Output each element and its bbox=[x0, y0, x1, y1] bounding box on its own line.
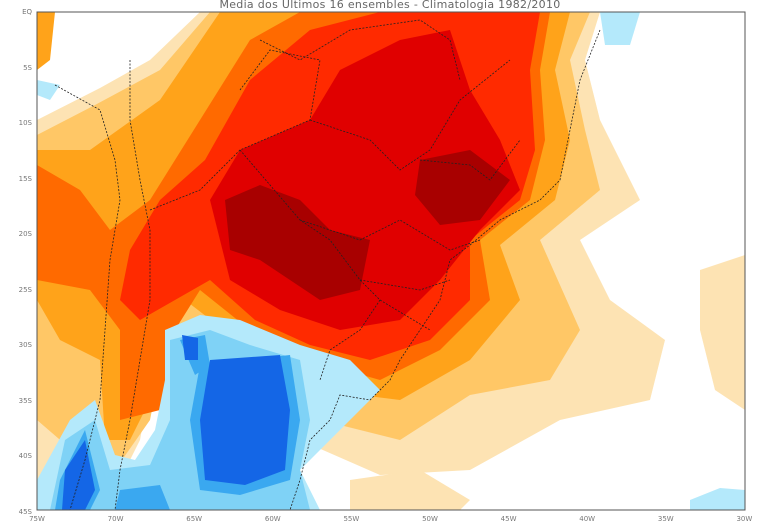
map-frame bbox=[36, 11, 746, 511]
lon-label: 75W bbox=[29, 515, 45, 523]
cold-patch-nw bbox=[37, 80, 60, 100]
coastline-pacific bbox=[54, 84, 121, 510]
lon-label: 50W bbox=[422, 515, 438, 523]
lat-label: 5S bbox=[23, 63, 32, 72]
lon-label: 55W bbox=[343, 515, 360, 523]
lon-label: 65W bbox=[186, 515, 203, 523]
cold-patch-ne bbox=[600, 12, 640, 45]
lat-label: EQ bbox=[22, 8, 32, 16]
border-states bbox=[299, 139, 521, 331]
lon-label: 40W bbox=[579, 515, 596, 523]
warm-contour-7 bbox=[225, 185, 370, 300]
lat-label: 45S bbox=[18, 507, 32, 516]
lon-label: 60W bbox=[264, 515, 281, 523]
lon-label: 45W bbox=[500, 515, 517, 523]
warm-contour-7b bbox=[415, 150, 510, 225]
cold-contour-4 bbox=[62, 335, 290, 510]
lat-label: 20S bbox=[18, 230, 32, 238]
lon-label: 70W bbox=[107, 515, 124, 523]
cold-patch-se bbox=[690, 488, 745, 510]
lat-label: 40S bbox=[18, 452, 32, 460]
country-borders bbox=[54, 19, 601, 510]
warm-contour-left bbox=[37, 12, 55, 70]
border-paraguay bbox=[239, 149, 381, 381]
lat-label: 35S bbox=[18, 396, 32, 405]
border-north bbox=[259, 19, 461, 81]
map-title: Media dos Ultimos 16 ensembles - Climato… bbox=[219, 0, 561, 11]
lat-label: 25S bbox=[18, 285, 32, 294]
border-andes bbox=[114, 60, 151, 510]
coastline-atlantic bbox=[289, 29, 601, 510]
lat-label: 30S bbox=[18, 341, 32, 349]
warm-contour-1c bbox=[350, 470, 470, 510]
warm-contour-1b bbox=[700, 255, 745, 410]
lat-label: 10S bbox=[18, 119, 32, 127]
border-brazil-inner bbox=[309, 59, 511, 171]
lon-label: 30W bbox=[736, 515, 753, 523]
lat-label: 15S bbox=[18, 174, 32, 183]
lon-label: 35W bbox=[657, 515, 674, 523]
